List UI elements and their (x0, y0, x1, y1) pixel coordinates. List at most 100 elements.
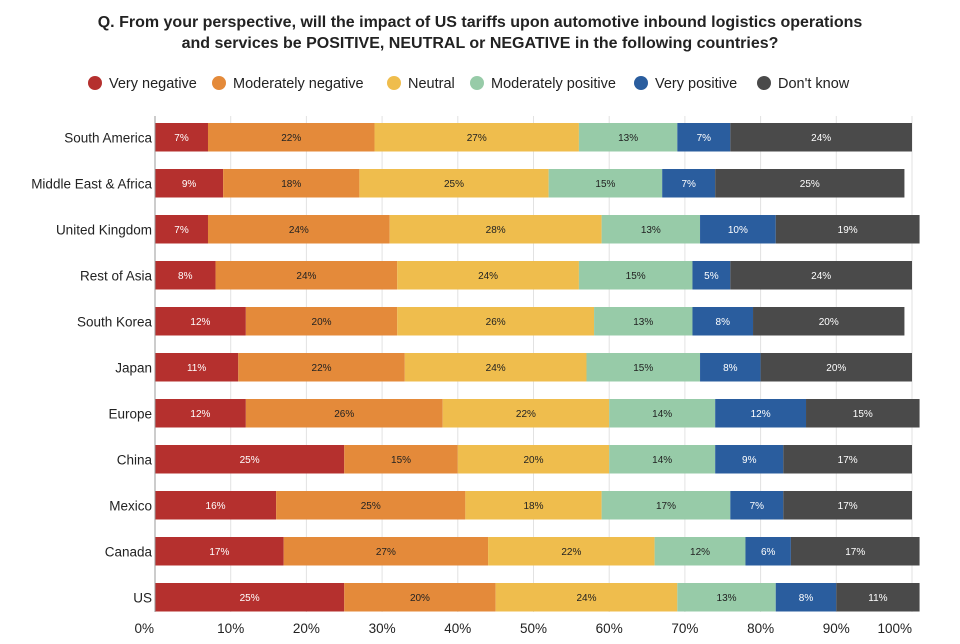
tick-label-50: 50% (520, 621, 547, 636)
bar-label-europe-moderately-negative: 26% (334, 409, 354, 420)
chart-bars: 7% 22% 27% 13% 7% 24% 9% 18% 25% 15% 7% 25% 7% 24% 28%… (155, 123, 920, 612)
bar-label-south-korea-don-t-know: 20% (819, 317, 839, 328)
category-label-united-kingdom: United Kingdom (56, 222, 152, 237)
bar-label-us-moderately-negative: 20% (410, 593, 430, 604)
legend-swatch-neutral (387, 76, 401, 90)
bar-south-america-very-positive (677, 123, 731, 152)
category-label-south-america: South America (64, 130, 152, 145)
bar-mexico-moderately-positive (601, 491, 731, 520)
bar-china-very-positive (715, 445, 784, 474)
bar-us-don-t-know (836, 583, 920, 612)
legend-label-very-negative: Very negative (109, 76, 197, 92)
bar-us-neutral (495, 583, 678, 612)
bar-europe-very-positive (715, 399, 807, 428)
bar-label-europe-moderately-positive: 14% (652, 409, 672, 420)
bar-label-china-don-t-know: 17% (838, 455, 858, 466)
bar-label-south-america-very-positive: 7% (697, 133, 712, 144)
bar-label-united-kingdom-moderately-negative: 24% (289, 225, 309, 236)
bar-label-united-kingdom-very-positive: 10% (728, 225, 748, 236)
bar-label-europe-very-positive: 12% (751, 409, 771, 420)
chart-title-line-2: and services be POSITIVE, NEUTRAL or NEG… (182, 35, 779, 52)
bar-middle-east-and-africa-very-positive (662, 169, 716, 198)
bar-label-us-moderately-positive: 13% (717, 593, 737, 604)
bar-label-us-don-t-know: 11% (868, 593, 887, 604)
bar-label-japan-moderately-positive: 15% (633, 363, 653, 374)
bar-label-us-very-negative: 25% (240, 593, 260, 604)
legend-swatch-moderately-negative (212, 76, 226, 90)
category-label-canada: Canada (105, 544, 153, 559)
bar-rest-of-asia-neutral (397, 261, 579, 290)
bar-label-china-neutral: 20% (523, 455, 543, 466)
bar-mexico-don-t-know (783, 491, 912, 520)
legend-swatch-don-t-know (757, 76, 771, 90)
bar-middle-east-and-africa-don-t-know (715, 169, 905, 198)
legend-swatch-moderately-positive (470, 76, 484, 90)
bar-label-mexico-very-negative: 16% (206, 501, 226, 512)
bar-label-japan-don-t-know: 20% (826, 363, 846, 374)
bar-label-south-america-very-negative: 7% (174, 133, 189, 144)
bar-label-united-kingdom-very-negative: 7% (174, 225, 189, 236)
bar-europe-moderately-positive (609, 399, 716, 428)
bar-south-korea-very-positive (692, 307, 754, 336)
bar-label-europe-very-negative: 12% (190, 409, 210, 420)
bar-europe-don-t-know (806, 399, 920, 428)
category-label-europe: Europe (108, 406, 152, 421)
bar-label-mexico-moderately-positive: 17% (656, 501, 676, 512)
tick-label-80: 80% (747, 621, 774, 636)
bar-japan-very-positive (700, 353, 761, 382)
bar-united-kingdom-don-t-know (775, 215, 920, 244)
bar-row-europe: 12% 26% 22% 14% 12% 15% (155, 399, 920, 428)
bar-china-neutral (457, 445, 610, 474)
tick-label-90: 90% (823, 621, 850, 636)
bar-label-china-very-positive: 9% (742, 455, 757, 466)
bar-middle-east-and-africa-moderately-positive (548, 169, 663, 198)
bar-label-rest-of-asia-very-negative: 8% (178, 271, 193, 282)
bar-canada-moderately-negative (283, 537, 489, 566)
bar-middle-east-and-africa-moderately-negative (223, 169, 360, 198)
bar-japan-moderately-positive (586, 353, 701, 382)
bar-label-us-neutral: 24% (576, 593, 596, 604)
category-label-south-korea: South Korea (77, 314, 153, 329)
bar-row-mexico: 16% 25% 18% 17% 7% 17% (155, 491, 912, 520)
bar-row-canada: 17% 27% 22% 12% 6% 17% (155, 537, 920, 566)
bar-label-south-america-moderately-negative: 22% (281, 133, 301, 144)
bar-label-rest-of-asia-neutral: 24% (478, 271, 498, 282)
legend-label-neutral: Neutral (408, 76, 455, 92)
bar-label-mexico-moderately-negative: 25% (361, 501, 381, 512)
bar-label-south-korea-moderately-positive: 13% (633, 317, 653, 328)
bar-mexico-moderately-negative (276, 491, 466, 520)
bar-label-japan-neutral: 24% (486, 363, 506, 374)
bar-united-kingdom-moderately-negative (207, 215, 390, 244)
bar-label-south-america-moderately-positive: 13% (618, 133, 638, 144)
legend-label-don-t-know: Don't know (778, 76, 850, 92)
bar-label-south-america-don-t-know: 24% (811, 133, 831, 144)
bar-europe-neutral (442, 399, 610, 428)
bar-south-america-don-t-know (730, 123, 912, 152)
bar-label-rest-of-asia-very-positive: 5% (704, 271, 719, 282)
category-label-rest-of-asia: Rest of Asia (80, 268, 153, 283)
bar-middle-east-and-africa-neutral (359, 169, 549, 198)
bar-south-korea-neutral (397, 307, 595, 336)
bar-label-china-moderately-positive: 14% (652, 455, 672, 466)
bar-row-china: 25% 15% 20% 14% 9% 17% (155, 445, 912, 474)
bar-south-korea-moderately-positive (594, 307, 693, 336)
bar-south-korea-don-t-know (753, 307, 905, 336)
category-label-japan: Japan (115, 360, 152, 375)
category-label-mexico: Mexico (109, 498, 152, 513)
bar-us-very-positive (775, 583, 837, 612)
legend-label-moderately-positive: Moderately positive (491, 76, 616, 92)
bar-label-japan-moderately-negative: 22% (312, 363, 332, 374)
chart-title-line-1: Q. From your perspective, will the impac… (98, 14, 863, 31)
bar-mexico-very-positive (730, 491, 784, 520)
bar-canada-moderately-positive (654, 537, 746, 566)
bar-south-america-moderately-negative (207, 123, 375, 152)
bar-rest-of-asia-moderately-positive (578, 261, 693, 290)
chart-legend: Very negative Moderately negative Neutral M… (88, 76, 850, 92)
bar-china-moderately-positive (609, 445, 716, 474)
bar-label-japan-very-negative: 11% (187, 363, 206, 374)
category-label-china: China (117, 452, 153, 467)
bar-canada-very-positive (745, 537, 791, 566)
bar-canada-very-negative (155, 537, 284, 566)
bar-united-kingdom-moderately-positive (601, 215, 701, 244)
